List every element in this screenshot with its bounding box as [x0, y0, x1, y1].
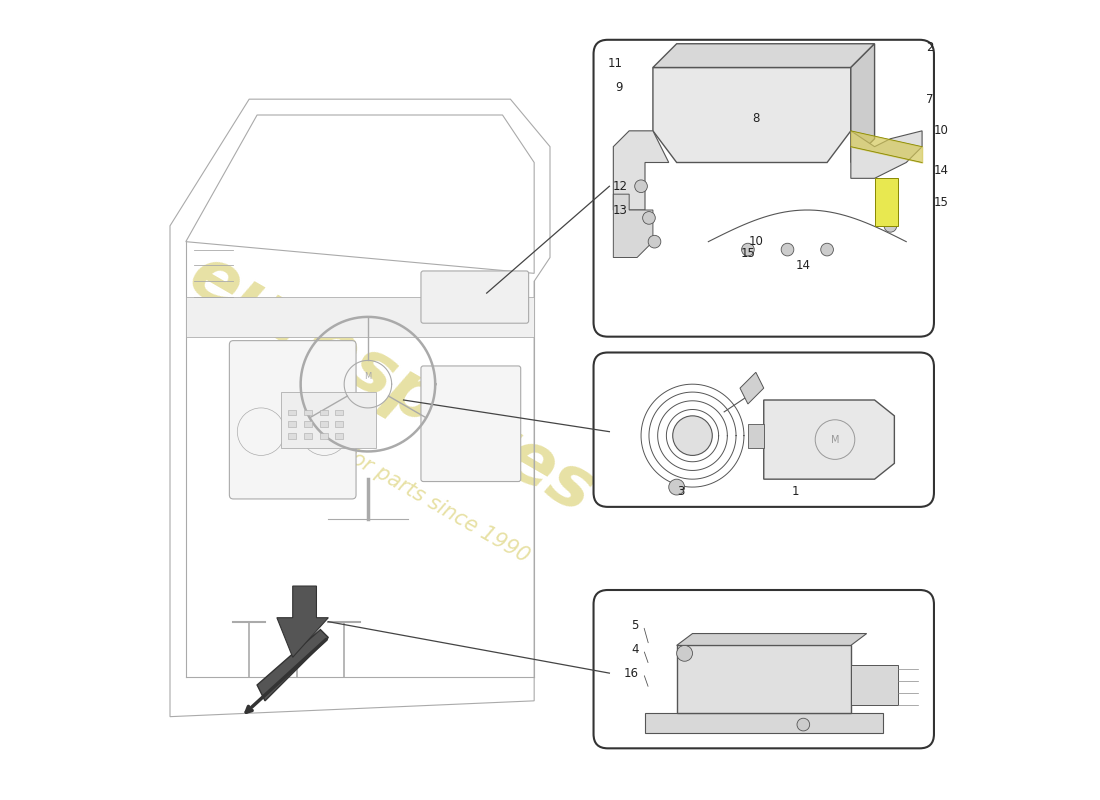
- Polygon shape: [748, 424, 763, 447]
- Polygon shape: [614, 194, 653, 258]
- Polygon shape: [874, 178, 899, 226]
- Text: M: M: [830, 434, 839, 445]
- FancyBboxPatch shape: [304, 422, 311, 427]
- FancyBboxPatch shape: [421, 366, 520, 482]
- Text: a passion for parts since 1990: a passion for parts since 1990: [251, 392, 534, 566]
- FancyBboxPatch shape: [280, 392, 376, 447]
- FancyBboxPatch shape: [336, 422, 343, 427]
- Text: 9: 9: [615, 81, 623, 94]
- Text: 10: 10: [934, 124, 949, 138]
- FancyBboxPatch shape: [594, 590, 934, 748]
- FancyBboxPatch shape: [304, 434, 311, 438]
- Text: M: M: [364, 372, 372, 381]
- Text: 5: 5: [631, 619, 639, 632]
- FancyBboxPatch shape: [421, 271, 529, 323]
- Circle shape: [781, 243, 794, 256]
- FancyBboxPatch shape: [336, 410, 343, 415]
- Polygon shape: [763, 400, 894, 479]
- Polygon shape: [277, 586, 328, 658]
- Text: 13: 13: [613, 203, 628, 217]
- Circle shape: [648, 235, 661, 248]
- Text: 4: 4: [631, 643, 639, 656]
- Text: eurospares: eurospares: [177, 240, 607, 528]
- Text: 16: 16: [624, 666, 639, 680]
- FancyBboxPatch shape: [320, 434, 328, 438]
- Circle shape: [635, 180, 648, 193]
- Text: 11: 11: [608, 57, 623, 70]
- Text: 8: 8: [752, 113, 759, 126]
- Polygon shape: [850, 666, 899, 705]
- Circle shape: [673, 416, 713, 455]
- Polygon shape: [653, 67, 850, 162]
- Circle shape: [676, 646, 693, 662]
- Circle shape: [642, 211, 656, 224]
- FancyBboxPatch shape: [320, 422, 328, 427]
- FancyBboxPatch shape: [676, 646, 850, 713]
- Text: 10: 10: [748, 235, 763, 248]
- FancyBboxPatch shape: [594, 40, 934, 337]
- Circle shape: [798, 718, 810, 731]
- Polygon shape: [676, 634, 867, 646]
- Text: 12: 12: [613, 180, 628, 193]
- FancyBboxPatch shape: [288, 422, 296, 427]
- Polygon shape: [186, 297, 535, 337]
- FancyBboxPatch shape: [230, 341, 356, 499]
- Text: 7: 7: [926, 93, 934, 106]
- Circle shape: [669, 479, 684, 495]
- FancyBboxPatch shape: [288, 434, 296, 438]
- Text: 14: 14: [934, 164, 949, 177]
- Polygon shape: [850, 131, 922, 178]
- FancyBboxPatch shape: [336, 434, 343, 438]
- Polygon shape: [740, 372, 763, 404]
- Text: 15: 15: [934, 195, 949, 209]
- FancyBboxPatch shape: [594, 353, 934, 507]
- Text: 15: 15: [740, 247, 756, 260]
- Circle shape: [884, 219, 896, 232]
- FancyBboxPatch shape: [288, 410, 296, 415]
- Text: 14: 14: [795, 259, 811, 272]
- Text: 2: 2: [926, 42, 934, 54]
- Text: 1: 1: [792, 485, 800, 498]
- Polygon shape: [653, 44, 874, 67]
- FancyBboxPatch shape: [320, 410, 328, 415]
- Circle shape: [741, 243, 755, 256]
- Polygon shape: [257, 630, 328, 701]
- FancyBboxPatch shape: [645, 713, 882, 733]
- FancyBboxPatch shape: [304, 410, 311, 415]
- Polygon shape: [850, 44, 875, 162]
- Circle shape: [821, 243, 834, 256]
- Polygon shape: [614, 131, 669, 210]
- Text: 3: 3: [676, 485, 684, 498]
